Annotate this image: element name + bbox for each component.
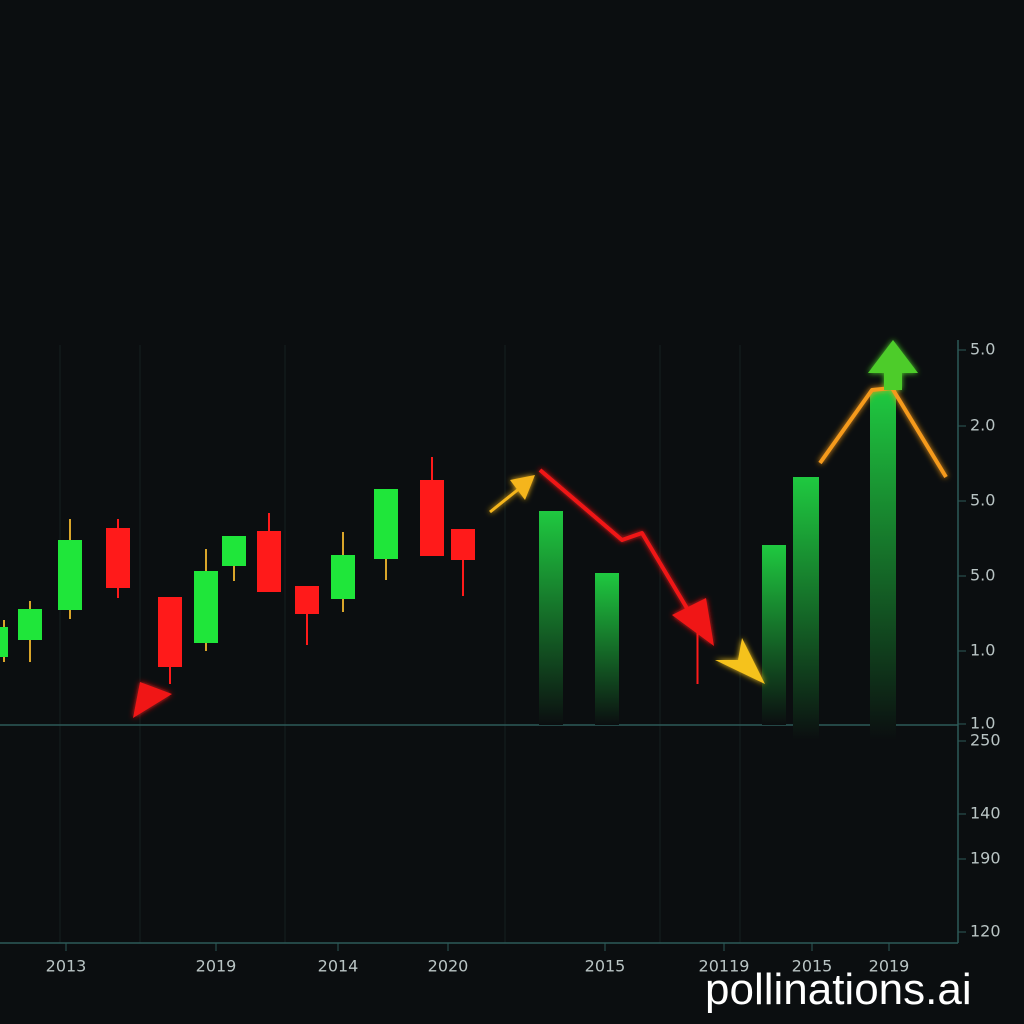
- candle-body: [18, 609, 42, 640]
- candle-body: [58, 540, 82, 610]
- y-tick-label: 1.0: [970, 714, 995, 733]
- x-tick-label: 2015: [792, 957, 833, 976]
- y-tick-label: 120: [970, 922, 1001, 941]
- y-tick-label: 250: [970, 731, 1001, 750]
- candle-body: [158, 597, 182, 667]
- candle-body: [194, 571, 218, 643]
- grid: [59, 345, 741, 943]
- candles: [0, 457, 699, 684]
- x-tick-label: 2013: [46, 957, 87, 976]
- x-tick-label: 2014: [318, 957, 359, 976]
- candle-body: [331, 555, 355, 599]
- y-tick-label: 5.0: [970, 491, 995, 510]
- x-tick-label: 2015: [585, 957, 626, 976]
- candle-body: [106, 528, 130, 588]
- candle-body: [374, 489, 398, 559]
- bars: [539, 390, 896, 740]
- candle-body: [0, 627, 8, 657]
- x-axis-labels: 2013 2019 2014 2020 2015 20119 2015 2019: [46, 943, 910, 976]
- y-tick-label: 2.0: [970, 416, 995, 435]
- y-tick-label: 190: [970, 849, 1001, 868]
- x-tick-label: 2019: [196, 957, 237, 976]
- y-tick-label: 5.0: [970, 566, 995, 585]
- candle-body: [420, 480, 444, 556]
- candle-body: [222, 536, 246, 566]
- x-tick-label: 20119: [699, 957, 750, 976]
- x-tick-label: 2019: [869, 957, 910, 976]
- candle-body: [257, 531, 281, 592]
- y-tick-label: 140: [970, 804, 1001, 823]
- watermark: pollinations.ai: [705, 965, 972, 1014]
- candle-body: [295, 586, 319, 614]
- y-tick-label: 1.0: [970, 641, 995, 660]
- candle-body: [451, 529, 475, 560]
- x-tick-label: 2020: [428, 957, 469, 976]
- arrows: [133, 340, 948, 718]
- y-tick-label: 5.0: [970, 340, 995, 359]
